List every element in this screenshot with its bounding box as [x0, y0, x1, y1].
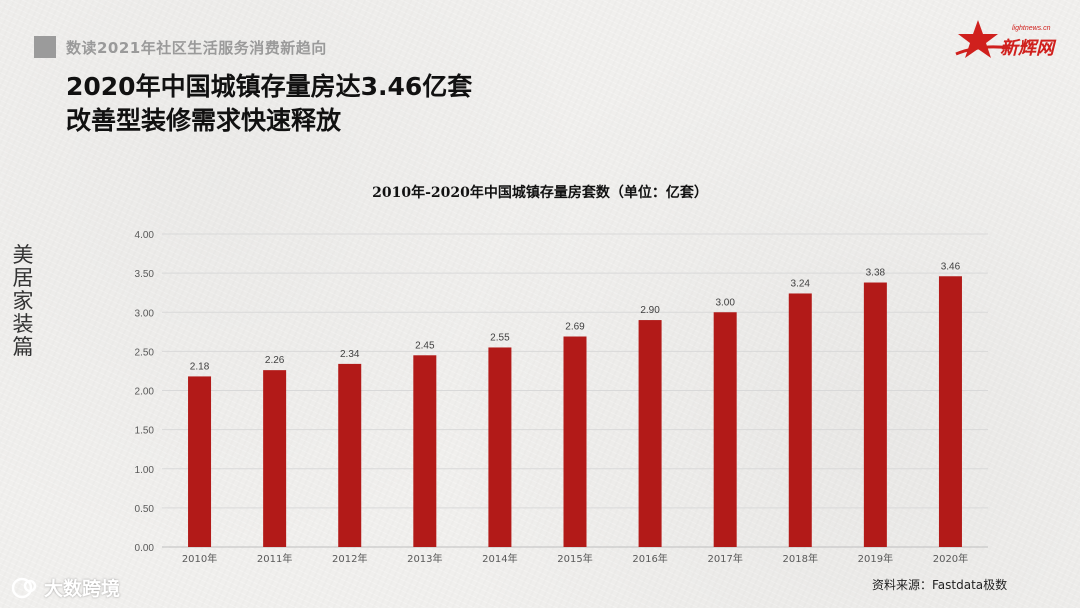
y-tick-label: 0.00: [135, 543, 155, 554]
data-label: 3.38: [866, 268, 886, 279]
x-tick-label: 2018年: [783, 552, 818, 565]
y-tick-label: 4.00: [135, 230, 155, 241]
kicker-text: 数读2021年社区生活服务消费新趋向: [66, 39, 327, 57]
source-note: 资料来源：Fastdata极数: [872, 578, 1008, 592]
x-tick-label: 2015年: [557, 552, 592, 565]
title-line-2: 改善型装修需求快速释放: [66, 106, 342, 135]
x-tick-label: 2017年: [707, 552, 742, 565]
data-label: 2.69: [565, 322, 585, 333]
bar: [563, 336, 587, 547]
data-label: 2.45: [415, 340, 435, 351]
x-tick-label: 2013年: [407, 552, 442, 565]
x-tick-label: 2020年: [933, 552, 968, 565]
bar: [788, 293, 812, 547]
y-tick-label: 2.50: [135, 347, 155, 358]
x-tick-label: 2016年: [632, 552, 667, 565]
bar: [413, 355, 437, 547]
data-label: 2.55: [490, 332, 510, 343]
logo-name-text: 新辉网: [1000, 38, 1057, 59]
y-tick-label: 2.00: [135, 387, 155, 398]
logo-url-text: lightnews.cn: [1012, 25, 1051, 32]
bar: [713, 312, 737, 547]
y-tick-label: 3.00: [135, 308, 155, 319]
watermark: 大数跨境: [10, 574, 120, 601]
data-label: 2.26: [265, 355, 285, 366]
x-tick-label: 2010年: [182, 552, 217, 565]
data-label: 2.90: [640, 305, 660, 316]
title-line-1: 2020年中国城镇存量房达3.46亿套: [66, 72, 473, 101]
bar: [863, 282, 887, 547]
page-title: 2020年中国城镇存量房达3.46亿套 改善型装修需求快速释放: [66, 70, 472, 138]
y-tick-label: 3.50: [135, 269, 155, 280]
data-label: 3.00: [715, 297, 735, 308]
watermark-text: 大数跨境: [44, 578, 121, 600]
bar: [263, 370, 287, 547]
bar: [488, 347, 512, 547]
y-tick-label: 0.50: [135, 504, 155, 515]
y-tick-label: 1.50: [135, 426, 155, 437]
data-label: 2.18: [190, 361, 210, 372]
brand-logo: lightnews.cn 新辉网: [955, 20, 1057, 59]
bar: [938, 276, 962, 547]
data-label: 3.46: [941, 261, 961, 272]
x-tick-label: 2012年: [332, 552, 367, 565]
y-tick-label: 1.00: [135, 465, 155, 476]
bar: [188, 376, 212, 547]
bar: [338, 363, 362, 547]
x-tick-label: 2014年: [482, 552, 517, 565]
x-tick-label: 2019年: [858, 552, 893, 565]
bar: [638, 320, 662, 547]
x-tick-label: 2011年: [257, 552, 292, 565]
watermark-logo-icon: [11, 577, 37, 598]
kicker-square-icon: [34, 36, 56, 58]
data-label: 3.24: [791, 278, 811, 289]
data-label: 2.34: [340, 349, 360, 360]
side-section-label: 美居家装篇: [12, 243, 34, 359]
chart-title: 2010年-2020年中国城镇存量房套数（单位：亿套）: [372, 185, 708, 201]
